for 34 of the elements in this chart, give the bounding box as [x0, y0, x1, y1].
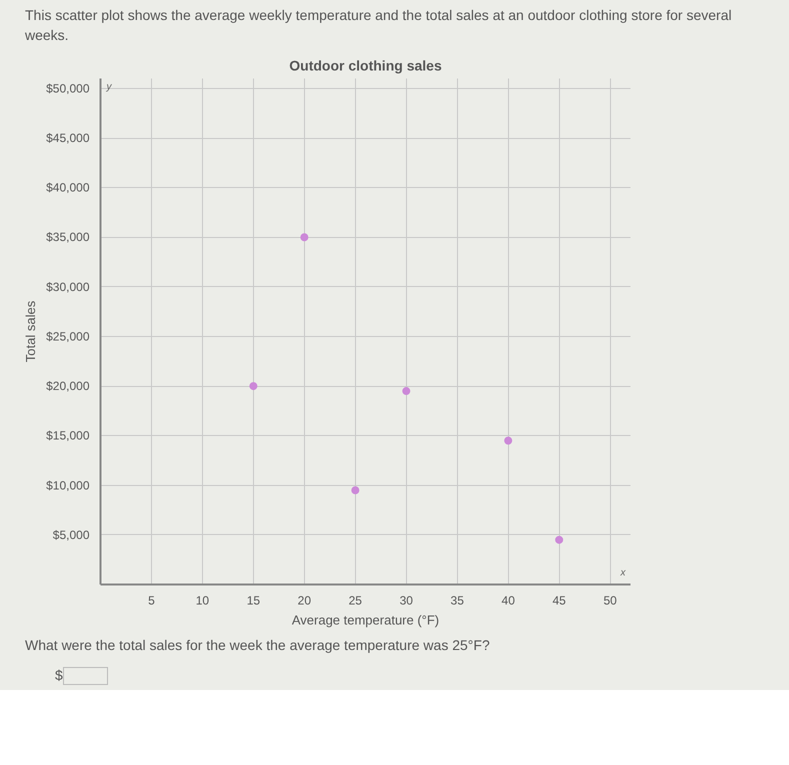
x-tick-label: 35: [450, 594, 464, 608]
text: This scatter plot shows the average weekly temperature and the total sales at an outdoor clothing store for several weeks.: [25, 6, 733, 45]
point: [300, 233, 308, 242]
point: [351, 486, 360, 494]
x-tick-label: 25: [348, 594, 362, 608]
y-tick-label: $5,000: [52, 528, 90, 542]
x-tick-label: 5: [148, 594, 156, 608]
annotation: y: [106, 82, 112, 93]
x-tick-label: 45: [552, 594, 566, 608]
x-tick-label: 50: [603, 594, 618, 608]
y-tick-label: $40,000: [46, 180, 90, 195]
point: [504, 436, 512, 445]
y-tick-label: $15,000: [46, 428, 90, 443]
y-tick-label: $50,000: [46, 82, 90, 96]
x-tick-label: 10: [196, 594, 210, 608]
point: [249, 382, 258, 390]
x-tick-label: 15: [246, 594, 260, 608]
x-tick-label: 20: [298, 594, 312, 608]
y-tick-label: $20,000: [46, 379, 90, 394]
y-tick-label: $35,000: [46, 230, 90, 244]
x-tick-label: 40: [502, 594, 516, 608]
y-tick-label: $45,000: [46, 131, 90, 146]
annotation: x: [620, 568, 626, 579]
chart-title: Outdoor clothing sales: [289, 58, 442, 74]
x-tick-label: 30: [400, 594, 414, 608]
y-tick-label: $10,000: [46, 478, 90, 492]
point: [555, 536, 564, 544]
y-tick-label: $25,000: [46, 330, 90, 344]
x-axis-title: Average temperature (°F): [292, 612, 440, 628]
y-tick-label: $30,000: [46, 280, 90, 294]
text: $: [55, 666, 64, 686]
y-axis-title: Total sales: [23, 300, 38, 362]
text: What were the total sales for the week the average temperature was 25°F?: [25, 636, 490, 656]
point: [402, 387, 410, 396]
